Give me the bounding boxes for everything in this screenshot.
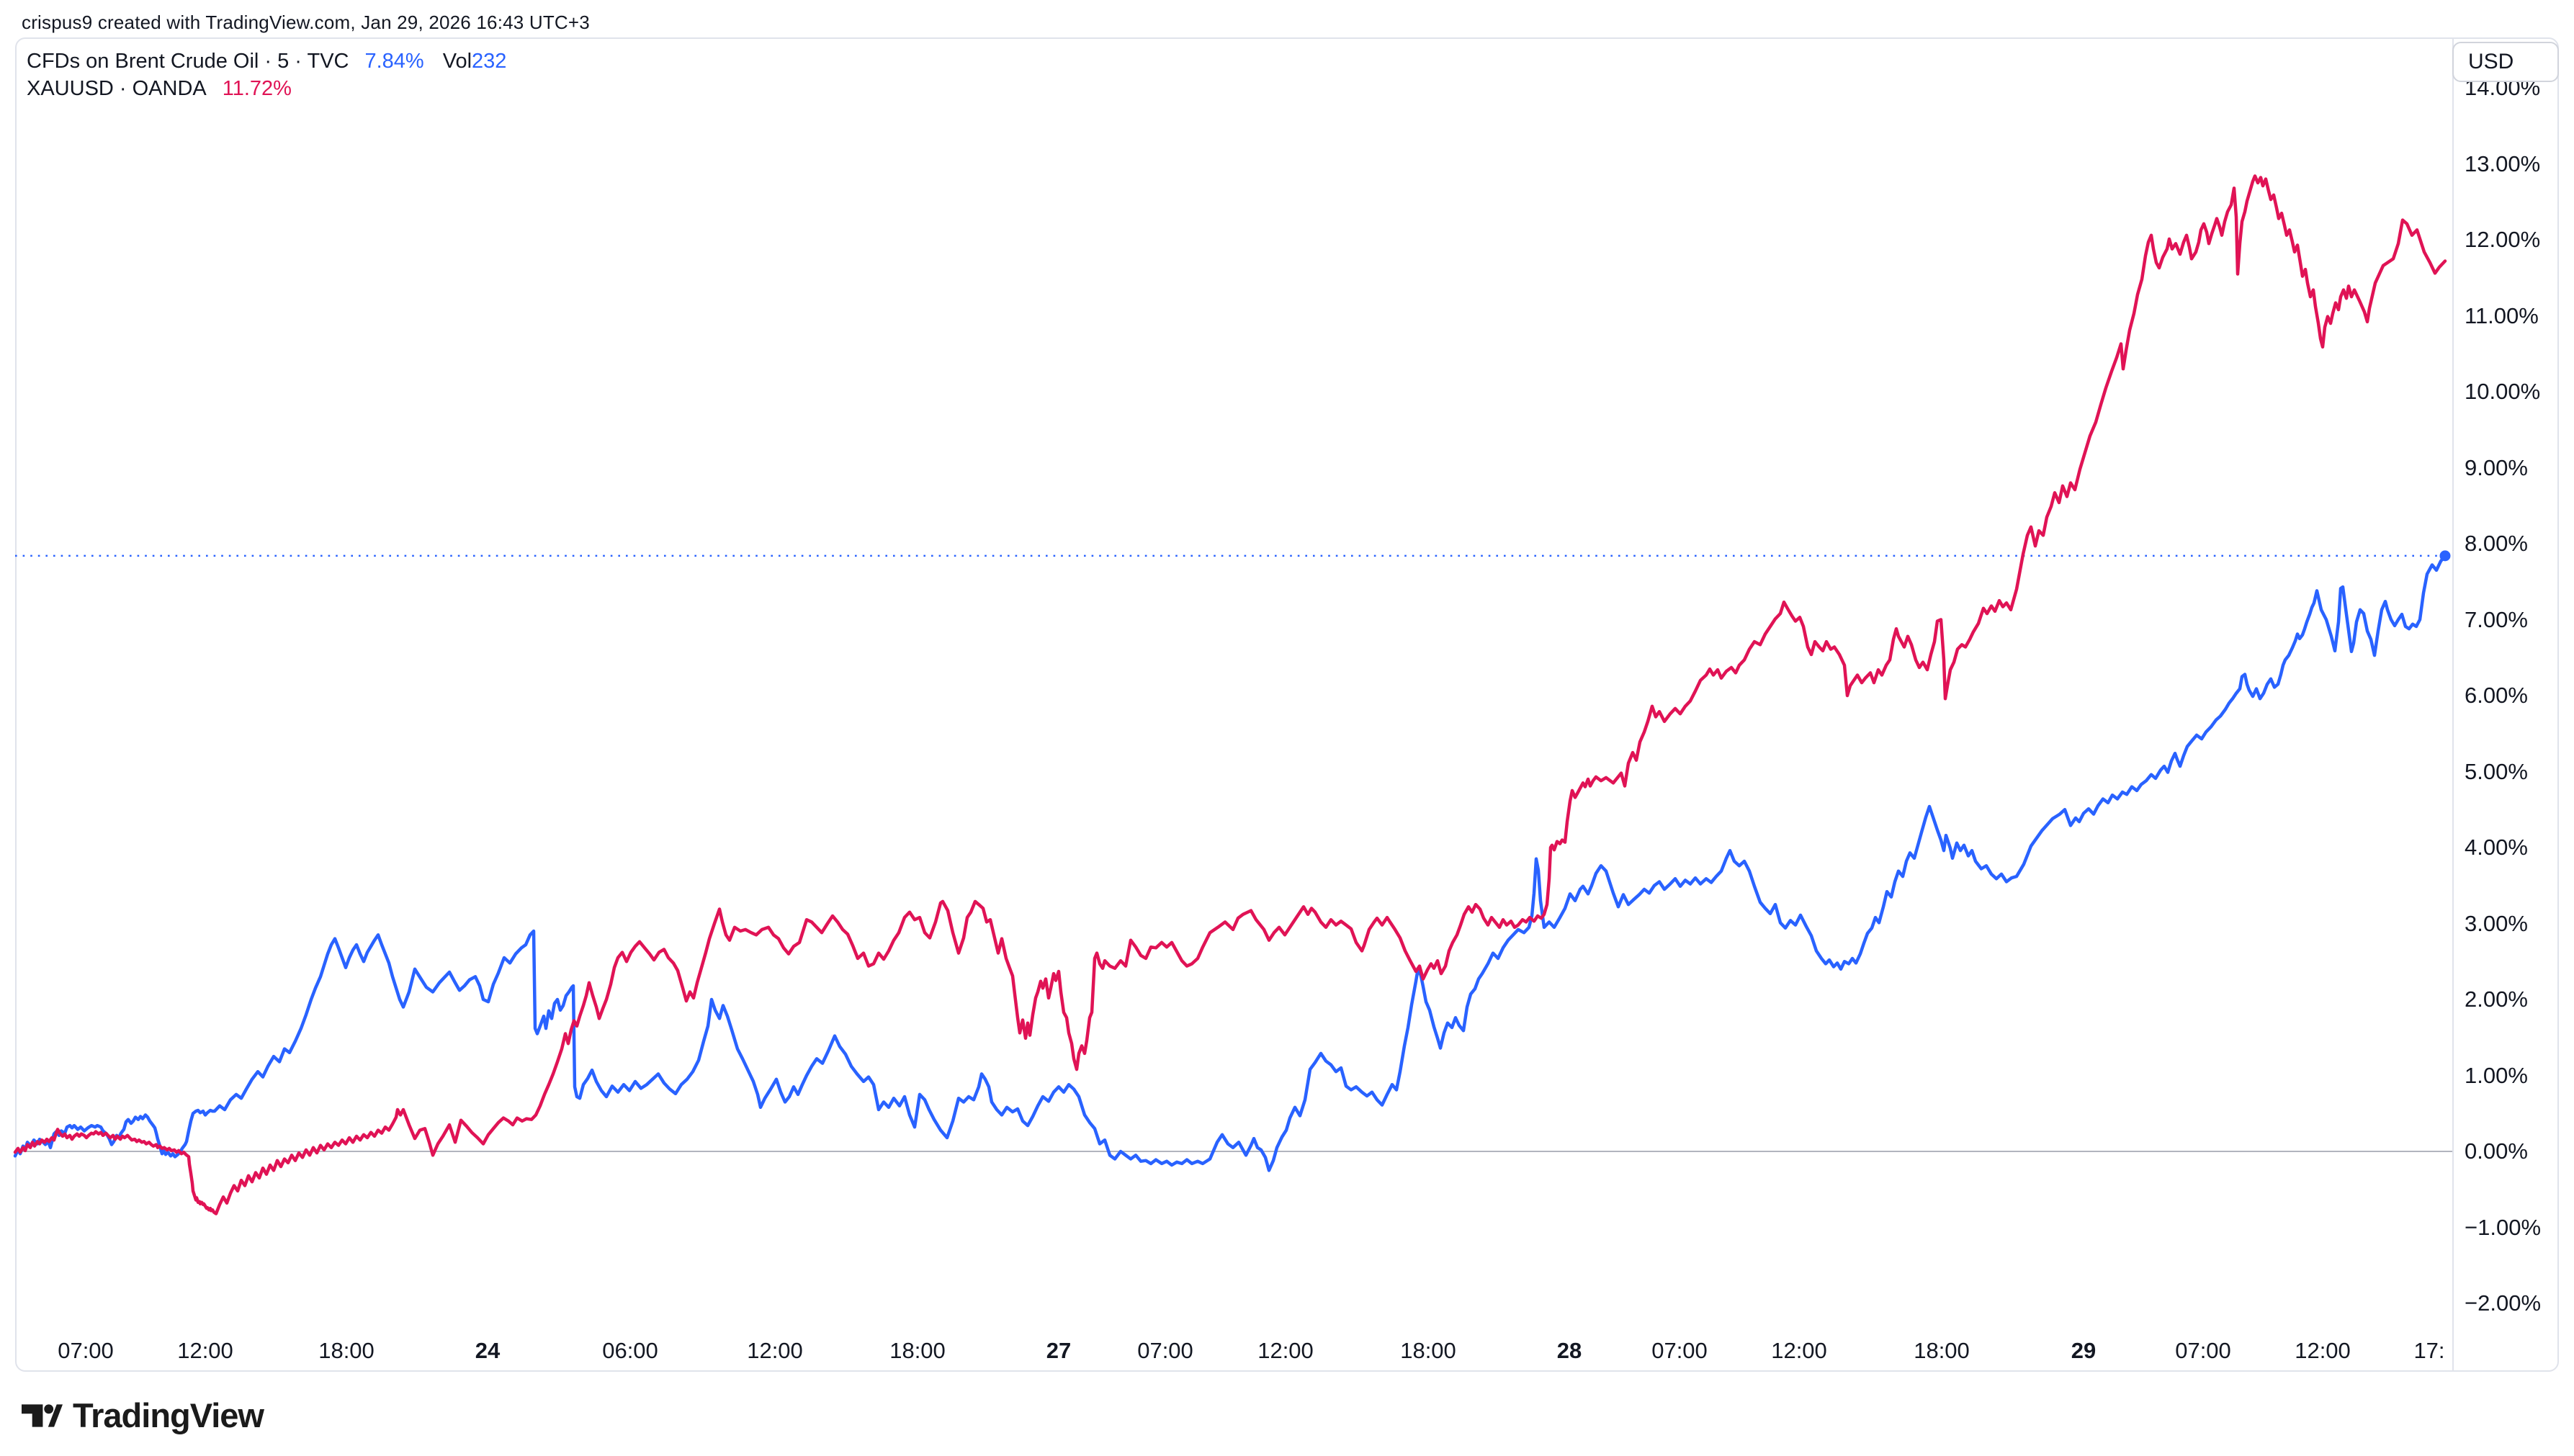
time-tick-label: 07:00 bbox=[2175, 1338, 2231, 1363]
time-tick-day-label: 27 bbox=[1046, 1338, 1072, 1363]
xauusd-series-line[interactable] bbox=[13, 174, 2447, 1215]
xauusd-symbol-title: XAUUSD · OANDA bbox=[27, 77, 207, 100]
currency-usd-button[interactable]: USD bbox=[2452, 42, 2559, 82]
snapshot-attribution: crispus9 created with TradingView.com, J… bbox=[22, 12, 590, 33]
legend-row-xauusd[interactable]: XAUUSD · OANDA 11.72% bbox=[27, 75, 506, 102]
price-tick-label: 8.00% bbox=[2465, 531, 2528, 556]
time-tick-label: 18:00 bbox=[1400, 1338, 1456, 1363]
price-tick-label: 6.00% bbox=[2465, 683, 2528, 708]
brent-series-line[interactable] bbox=[13, 554, 2447, 1172]
time-tick-label: 12:00 bbox=[2295, 1338, 2351, 1363]
brent-change-value: 7.84% bbox=[364, 50, 424, 73]
time-tick-label: 07:00 bbox=[1137, 1338, 1193, 1363]
time-tick-label: 17: bbox=[2413, 1338, 2445, 1363]
price-tick-label: 1.00% bbox=[2465, 1062, 2528, 1088]
tradingview-brand[interactable]: TradingView bbox=[22, 1396, 264, 1435]
price-axis-separator bbox=[2452, 37, 2454, 1372]
price-tick-label: 9.00% bbox=[2465, 454, 2528, 480]
chart-card bbox=[15, 37, 2559, 1372]
price-tick-label: −2.00% bbox=[2465, 1290, 2542, 1316]
time-tick-label: 18:00 bbox=[889, 1338, 946, 1363]
price-tick-label: 0.00% bbox=[2465, 1138, 2528, 1164]
tradingview-logo-text: TradingView bbox=[73, 1396, 264, 1434]
price-tick-label: 2.00% bbox=[2465, 987, 2528, 1012]
price-tick-label: 12.00% bbox=[2465, 227, 2541, 252]
price-tick-label: −1.00% bbox=[2465, 1214, 2542, 1240]
time-tick-day-label: 24 bbox=[475, 1338, 501, 1363]
time-tick-label: 12:00 bbox=[1771, 1338, 1827, 1363]
xauusd-change-value: 11.72% bbox=[222, 77, 292, 100]
chart-legend: CFDs on Brent Crude Oil · 5 · TVC 7.84% Vo… bbox=[27, 48, 506, 102]
price-tick-label: 11.00% bbox=[2465, 302, 2539, 328]
brent-volume-value: 232 bbox=[472, 50, 507, 73]
time-tick-label: 12:00 bbox=[747, 1338, 803, 1363]
price-tick-label: 3.00% bbox=[2465, 910, 2528, 936]
price-tick-label: 4.00% bbox=[2465, 835, 2528, 860]
price-tick-label: 13.00% bbox=[2465, 150, 2541, 176]
price-tick-label: 5.00% bbox=[2465, 758, 2528, 784]
brent-volume-label: Vol bbox=[442, 50, 472, 73]
time-tick-label: 06:00 bbox=[602, 1338, 658, 1363]
legend-row-brent[interactable]: CFDs on Brent Crude Oil · 5 · TVC 7.84% Vo… bbox=[27, 48, 506, 75]
time-tick-day-label: 28 bbox=[1556, 1338, 1582, 1363]
time-tick-label: 12:00 bbox=[1257, 1338, 1314, 1363]
time-tick-label: 18:00 bbox=[1914, 1338, 1970, 1363]
time-tick-label: 18:00 bbox=[318, 1338, 375, 1363]
brent-last-price-dot bbox=[2439, 550, 2451, 562]
price-tick-label: 10.00% bbox=[2465, 379, 2541, 404]
tradingview-logo-icon bbox=[22, 1403, 63, 1427]
time-tick-label: 07:00 bbox=[58, 1338, 114, 1363]
time-tick-day-label: 29 bbox=[2071, 1338, 2097, 1363]
price-tick-label: 7.00% bbox=[2465, 606, 2528, 632]
time-tick-label: 07:00 bbox=[1651, 1338, 1708, 1363]
time-tick-label: 12:00 bbox=[177, 1338, 233, 1363]
brent-symbol-title: CFDs on Brent Crude Oil · 5 · TVC bbox=[27, 50, 349, 73]
currency-usd-label: USD bbox=[2468, 50, 2514, 73]
